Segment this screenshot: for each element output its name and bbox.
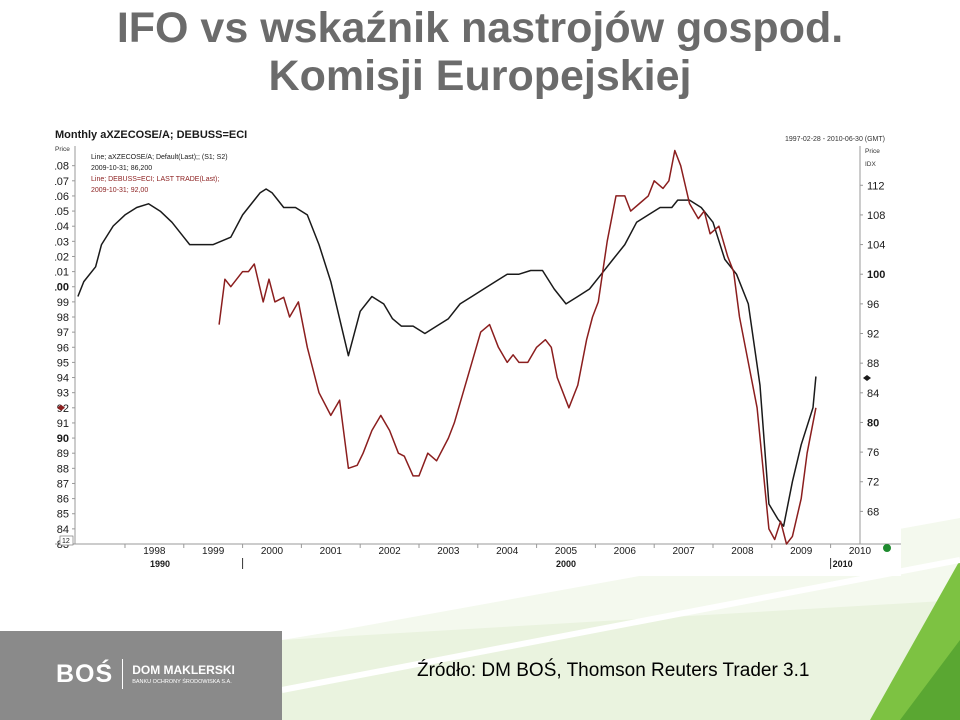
left-tick-label: 89 bbox=[57, 448, 69, 460]
left-tick-label: 90 bbox=[57, 433, 69, 445]
left-tick-label: 97 bbox=[57, 327, 69, 339]
logo-tagline: BANKU OCHRONY ŚRODOWISKA S.A. bbox=[132, 679, 232, 685]
left-tick-label: 95 bbox=[57, 357, 69, 369]
x-year-label: 2004 bbox=[496, 546, 519, 557]
slide-title: IFO vs wskaźnik nastrojów gospod. Komisj… bbox=[0, 4, 960, 100]
legend-entry-line1: Line; DEBUSS=ECI; LAST TRADE(Last); bbox=[91, 176, 219, 183]
x-year-label: 2009 bbox=[790, 546, 813, 557]
left-tick-label: 98 bbox=[57, 312, 69, 324]
right-tick-label: 84 bbox=[867, 388, 879, 400]
legend-entry-line2: 2009-10-31; 86,200 bbox=[91, 165, 152, 172]
x-year-label: 2002 bbox=[378, 546, 401, 557]
left-tick-label: 107 bbox=[55, 176, 69, 188]
corner-label-box bbox=[59, 535, 74, 546]
left-tick-label: 84 bbox=[57, 524, 69, 536]
chart-title: Monthly aXZECOSE/A; DEBUSS=ECI bbox=[55, 129, 247, 141]
right-tick-label: 108 bbox=[867, 210, 885, 222]
chart-container: Monthly aXZECOSE/A; DEBUSS=ECI 1997-02-28… bbox=[55, 124, 901, 576]
left-tick-label: 86 bbox=[57, 494, 69, 506]
right-last-value-marker bbox=[863, 374, 871, 381]
left-tick-label: 101 bbox=[55, 267, 69, 279]
footer-bar bbox=[0, 631, 282, 720]
right-axis-title: Price bbox=[865, 148, 880, 155]
left-tick-label: 105 bbox=[55, 206, 69, 218]
x-year-label: 2001 bbox=[320, 546, 343, 557]
left-tick-label: 103 bbox=[55, 236, 69, 248]
left-tick-label: 100 bbox=[55, 282, 69, 294]
right-tick-label: 96 bbox=[867, 299, 879, 311]
left-tick-label: 91 bbox=[57, 418, 69, 430]
right-tick-label: 100 bbox=[867, 269, 885, 281]
left-tick-label: 94 bbox=[57, 373, 69, 385]
x-year-label: 2003 bbox=[437, 546, 460, 557]
stripe-mid bbox=[282, 600, 960, 720]
slide-title-line1: IFO vs wskaźnik nastrojów gospod. bbox=[116, 4, 844, 52]
logo-text: DOM MAKLERSKI BANKU OCHRONY ŚRODOWISKA S… bbox=[132, 663, 235, 685]
right-tick-label: 72 bbox=[867, 477, 879, 489]
right-tick-label: 80 bbox=[867, 417, 879, 429]
legend-entry-line1: Line; aXZECOSE/A; Default(Last);; (S1; S… bbox=[91, 154, 228, 161]
x-year-label: 1998 bbox=[143, 546, 166, 557]
stripe-green-dark bbox=[900, 640, 960, 720]
x-year-label: 2000 bbox=[261, 546, 284, 557]
chart-background bbox=[55, 124, 901, 576]
right-tick-label: 104 bbox=[867, 240, 885, 252]
corner-label: 12 bbox=[62, 538, 70, 545]
left-tick-label: 102 bbox=[55, 251, 69, 263]
slide-title-line2: Komisji Europejskiej bbox=[268, 52, 692, 100]
logo-separator bbox=[122, 659, 124, 689]
legend-entry-line2: 2009-10-31; 92,00 bbox=[91, 187, 148, 194]
x-year-label: 2007 bbox=[672, 546, 695, 557]
left-tick-label: 99 bbox=[57, 297, 69, 309]
series-line-2 bbox=[218, 149, 817, 545]
left-tick-label: 96 bbox=[57, 342, 69, 354]
right-tick-label: 68 bbox=[867, 506, 879, 518]
left-tick-label: 104 bbox=[55, 221, 69, 233]
x-year-label: 2006 bbox=[614, 546, 637, 557]
right-axis-unit: IDX bbox=[865, 161, 877, 168]
line-chart: Monthly aXZECOSE/A; DEBUSS=ECI 1997-02-28… bbox=[55, 124, 901, 576]
x-year-label: 2010 bbox=[849, 546, 872, 557]
logo-mark: BOŚ bbox=[56, 659, 114, 688]
left-axis-title: Price bbox=[55, 146, 70, 153]
x-year-label: 2008 bbox=[731, 546, 754, 557]
x-decade-label: 2010 bbox=[833, 559, 853, 569]
left-last-value-marker bbox=[57, 404, 65, 411]
right-tick-label: 88 bbox=[867, 358, 879, 370]
left-tick-label: 93 bbox=[57, 388, 69, 400]
right-tick-label: 112 bbox=[867, 180, 885, 192]
right-tick-label: 92 bbox=[867, 329, 879, 341]
x-year-label: 2005 bbox=[555, 546, 578, 557]
company-logo: BOŚ DOM MAKLERSKI BANKU OCHRONY ŚRODOWIS… bbox=[56, 659, 235, 689]
x-year-label: 1999 bbox=[202, 546, 225, 557]
chart-date-range: 1997-02-28 - 2010-06-30 (GMT) bbox=[785, 136, 885, 143]
source-note: Źródło: DM BOŚ, Thomson Reuters Trader 3… bbox=[417, 660, 810, 681]
left-tick-label: 85 bbox=[57, 509, 69, 521]
stripe-white bbox=[281, 557, 960, 693]
left-tick-label: 88 bbox=[57, 463, 69, 475]
x-decade-label: 2000 bbox=[556, 559, 576, 569]
left-tick-label: 108 bbox=[55, 161, 69, 173]
logo-name: DOM MAKLERSKI bbox=[132, 663, 235, 677]
left-tick-label: 106 bbox=[55, 191, 69, 203]
x-decade-label: 1990 bbox=[150, 559, 170, 569]
left-tick-label: 87 bbox=[57, 478, 69, 490]
right-tick-label: 76 bbox=[867, 447, 879, 459]
green-dot-icon bbox=[883, 544, 891, 552]
